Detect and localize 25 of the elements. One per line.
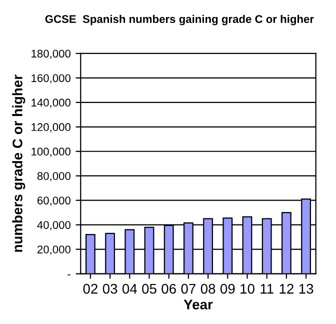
x-tick-label: 10 bbox=[240, 284, 254, 294]
y-tick-label: 120,000 bbox=[32, 123, 70, 132]
y-tick-label: 20,000 bbox=[37, 246, 70, 255]
x-tick-label: 06 bbox=[162, 284, 176, 294]
x-tick-label: 02 bbox=[83, 284, 98, 294]
x-tick-label: 05 bbox=[142, 284, 156, 294]
x-tick-label: 07 bbox=[181, 284, 196, 294]
x-axis-title: Year bbox=[184, 300, 213, 310]
chart-title: GCSE Spanish numbers gaining grade C or higher bbox=[45, 14, 314, 26]
y-tick-label: - bbox=[68, 274, 70, 276]
y-tick-label: 40,000 bbox=[37, 221, 70, 230]
y-tick-label: 160,000 bbox=[32, 74, 70, 84]
x-tick-label: 08 bbox=[200, 284, 216, 294]
y-axis-title: numbers grade C or higher bbox=[12, 74, 26, 252]
y-tick-label: 80,000 bbox=[37, 172, 70, 182]
x-tick-label: 12 bbox=[280, 284, 294, 294]
y-tick-label: 180,000 bbox=[32, 50, 70, 59]
x-tick-label: 03 bbox=[102, 284, 118, 294]
y-tick-label: 140,000 bbox=[32, 98, 70, 108]
y-tick-label: 60,000 bbox=[38, 196, 70, 206]
x-tick-label: 13 bbox=[299, 284, 314, 294]
x-tick-label: 11 bbox=[260, 284, 274, 294]
x-tick-label: 09 bbox=[220, 284, 235, 294]
x-tick-label: 04 bbox=[122, 284, 137, 294]
y-tick-label: 100,000 bbox=[32, 148, 70, 157]
